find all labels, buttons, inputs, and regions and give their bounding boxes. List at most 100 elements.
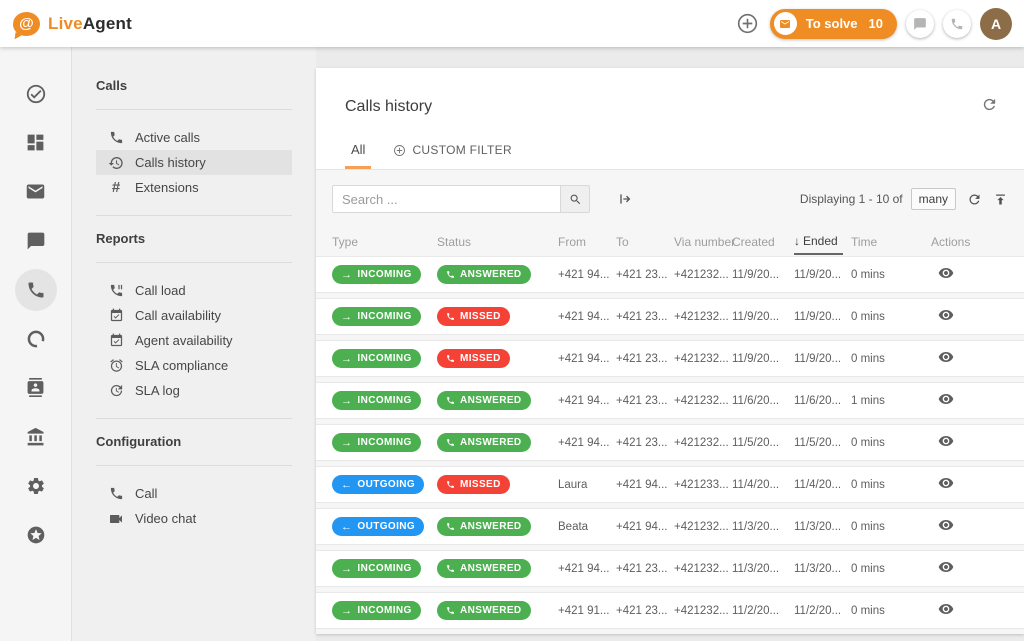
result-count-button[interactable]: many (911, 188, 956, 210)
time-cell: 0 mins (851, 353, 931, 365)
eye-icon (938, 265, 954, 281)
rail-item-academy[interactable] (11, 412, 60, 461)
from-cell: +421 94... (558, 311, 616, 323)
liveagent-logo[interactable]: @ LiveAgent (13, 12, 132, 36)
column-header-created[interactable]: Created (732, 235, 794, 249)
column-header-via[interactable]: Via number (674, 235, 732, 249)
sidebar-item-agent-availability[interactable]: Agent availability (96, 328, 292, 353)
sidebar-item-sla-compliance[interactable]: SLA compliance (96, 353, 292, 378)
table-row[interactable]: →INCOMING ANSWERED +421 91... +421 23...… (316, 592, 1024, 629)
time-cell: 0 mins (851, 437, 931, 449)
call-type-badge: →INCOMING (332, 265, 421, 284)
time-cell: 1 mins (851, 395, 931, 407)
calendar-check-icon (108, 308, 124, 324)
divider (96, 215, 292, 216)
sidebar-item-calls-history[interactable]: Calls history (96, 150, 292, 175)
contact-card-icon (26, 378, 45, 397)
table-row[interactable]: →INCOMING ANSWERED +421 94... +421 23...… (316, 382, 1024, 419)
created-cell: 11/4/20... (732, 479, 794, 491)
call-status-badge: MISSED (437, 349, 510, 368)
sidebar-item-video-chat[interactable]: Video chat (96, 506, 292, 531)
tab-custom-filter[interactable]: CUSTOM FILTER (393, 143, 511, 169)
view-call-button[interactable] (938, 601, 954, 617)
created-cell: 11/3/20... (732, 563, 794, 575)
column-header-time[interactable]: Time (851, 235, 931, 249)
calls-button[interactable] (943, 10, 971, 38)
rail-item-reports[interactable] (11, 314, 60, 363)
search-button[interactable] (560, 185, 590, 213)
table-row[interactable]: →INCOMING ANSWERED +421 94... +421 23...… (316, 424, 1024, 461)
chats-button[interactable] (906, 10, 934, 38)
refresh-list-button[interactable] (967, 192, 982, 207)
create-new-button[interactable] (735, 11, 761, 37)
rail-item-contacts[interactable] (11, 363, 60, 412)
view-call-button[interactable] (938, 475, 954, 491)
table-row[interactable]: →INCOMING MISSED +421 94... +421 23... +… (316, 298, 1024, 335)
view-call-button[interactable] (938, 517, 954, 533)
sidebar-item-sla-log[interactable]: SLA log (96, 378, 292, 403)
arrow-right-icon: → (341, 564, 352, 574)
bank-icon (26, 427, 46, 447)
sidebar-item-call-load[interactable]: Call load (96, 278, 292, 303)
ended-cell: 11/3/20... (794, 563, 851, 575)
created-cell: 11/9/20... (732, 311, 794, 323)
view-call-button[interactable] (938, 307, 954, 323)
call-status-badge: ANSWERED (437, 265, 531, 284)
search-icon (569, 193, 582, 206)
refresh-button[interactable] (981, 96, 998, 113)
rail-item-dashboard[interactable] (11, 118, 60, 167)
dashboard-icon (25, 132, 46, 153)
view-call-button[interactable] (938, 559, 954, 575)
call-status-badge: ANSWERED (437, 517, 531, 536)
column-header-from[interactable]: From (558, 235, 616, 249)
top-header: @ LiveAgent To solve 10 A (0, 0, 1024, 47)
search-input[interactable] (332, 185, 560, 213)
table-row[interactable]: →INCOMING ANSWERED +421 94... +421 23...… (316, 256, 1024, 293)
sidebar-item-call-config[interactable]: Call (96, 481, 292, 506)
table-row[interactable]: →INCOMING MISSED +421 94... +421 23... +… (316, 340, 1024, 377)
view-call-button[interactable] (938, 349, 954, 365)
phone-icon (446, 480, 455, 489)
export-button[interactable] (993, 192, 1008, 207)
rail-item-mail[interactable] (11, 167, 60, 216)
column-header-ended[interactable]: ↓Ended (794, 228, 843, 255)
via-number-cell: +421232... (674, 269, 732, 281)
call-type-badge: →INCOMING (332, 307, 421, 326)
view-call-button[interactable] (938, 265, 954, 281)
refresh-icon (981, 96, 998, 113)
tab-all[interactable]: All (345, 142, 371, 169)
created-cell: 11/3/20... (732, 521, 794, 533)
sidebar-section-title: Reports (96, 231, 292, 246)
eye-icon (938, 559, 954, 575)
rail-item-upgrade[interactable] (11, 510, 60, 559)
phone-icon (446, 270, 455, 279)
to-solve-button[interactable]: To solve 10 (770, 9, 897, 39)
view-call-button[interactable] (938, 433, 954, 449)
column-header-to[interactable]: To (616, 235, 674, 249)
sidebar-item-call-availability[interactable]: Call availability (96, 303, 292, 328)
rail-item-tickets[interactable] (11, 69, 60, 118)
table-row[interactable]: →INCOMING ANSWERED +421 94... +421 23...… (316, 550, 1024, 587)
tab-bar: All CUSTOM FILTER (345, 142, 512, 169)
calls-sidebar: Calls Active calls Calls history # Exten… (72, 47, 316, 641)
forward-arrow-button[interactable] (617, 191, 633, 207)
table-row[interactable]: ←OUTGOING MISSED Laura +421 94... +42123… (316, 466, 1024, 503)
rail-item-chat[interactable] (11, 216, 60, 265)
column-header-type[interactable]: Type (332, 235, 437, 249)
eye-icon (938, 517, 954, 533)
calendar-check-icon (108, 333, 124, 349)
user-avatar[interactable]: A (980, 8, 1012, 40)
table-row[interactable]: ←OUTGOING ANSWERED Beata +421 94... +421… (316, 508, 1024, 545)
to-cell: +421 23... (616, 269, 674, 281)
sidebar-item-extensions[interactable]: # Extensions (96, 175, 292, 200)
view-call-button[interactable] (938, 391, 954, 407)
column-header-status[interactable]: Status (437, 235, 558, 249)
rail-item-settings[interactable] (11, 461, 60, 510)
sidebar-item-active-calls[interactable]: Active calls (96, 125, 292, 150)
rail-item-calls[interactable] (11, 265, 60, 314)
from-cell: +421 94... (558, 437, 616, 449)
eye-icon (938, 433, 954, 449)
video-camera-icon (108, 511, 124, 527)
phone-icon (950, 17, 964, 31)
table-header-row: Type Status From To Via number Created ↓… (316, 228, 1024, 255)
